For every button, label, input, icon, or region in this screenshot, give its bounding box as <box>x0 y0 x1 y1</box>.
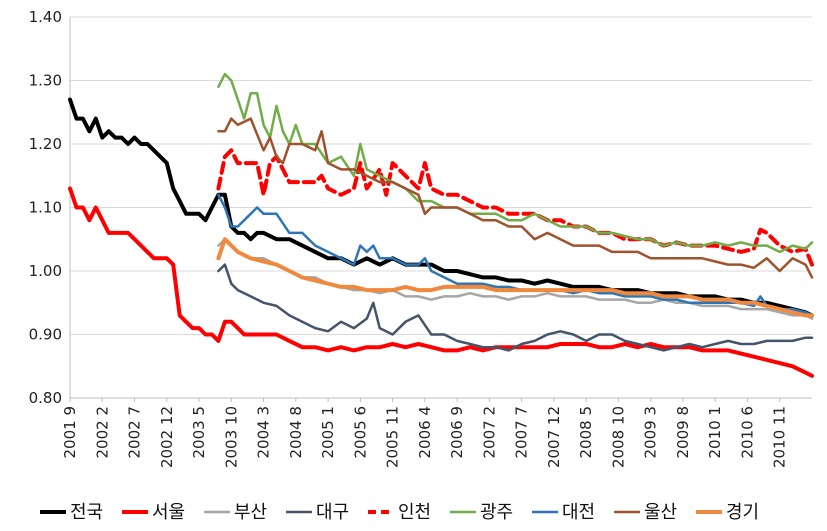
x-tick-label: 2003 10 <box>222 406 240 468</box>
axes <box>69 17 812 402</box>
legend: 전국 서울 부산 대구 인천 광주 대전 울산 경기 <box>40 502 759 523</box>
y-tick-label: 0.90 <box>29 326 62 344</box>
x-tick-label: 2006 9 <box>448 406 466 459</box>
x-tick-label: 2005 6 <box>351 406 369 459</box>
x-tick-label: 2008 5 <box>577 406 595 459</box>
x-tick-label: 2010 1 <box>706 406 724 459</box>
y-tick-label: 1.10 <box>29 199 62 217</box>
x-tick-label: 2002 12 <box>158 406 176 468</box>
x-tick-label: 2005 11 <box>384 406 402 468</box>
y-tick-label: 1.30 <box>29 72 62 90</box>
x-tick-label: 2008 10 <box>609 406 627 468</box>
x-tick-label: 2009 3 <box>642 406 660 459</box>
x-tick-label: 2009 8 <box>674 406 692 459</box>
y-tick-label: 0.80 <box>29 389 62 407</box>
x-tick-label: 2002 7 <box>126 406 144 459</box>
x-tick-label: 2010 6 <box>738 406 756 459</box>
series-line-경기 <box>216 237 814 318</box>
x-tick-label: 2003 5 <box>190 406 208 459</box>
y-tick-label: 1.20 <box>29 135 62 153</box>
x-tick-label: 2007 2 <box>480 406 498 459</box>
series-line-울산 <box>217 117 814 279</box>
x-tick-labels: 2001 9 2002 2 2002 7 2002 12 2003 5 2003 10 20… <box>61 406 789 468</box>
legend-label: 대구 <box>316 502 349 523</box>
x-tick-label: 2004 3 <box>255 406 273 459</box>
y-tick-label: 1.40 <box>29 8 62 26</box>
legend-label: 울산 <box>644 502 677 523</box>
series-line-인천 <box>216 148 814 267</box>
legend-label: 광주 <box>480 502 513 523</box>
series-line-서울 <box>68 186 814 378</box>
series-line-대구 <box>217 263 814 352</box>
x-tick-label: 2007 7 <box>513 406 531 459</box>
y-tick-labels: 0.80 0.90 1.00 1.10 1.20 1.30 1.40 <box>29 8 62 407</box>
x-tick-label: 2004 8 <box>287 406 305 459</box>
series-line-대전 <box>217 193 814 317</box>
legend-label: 부산 <box>234 502 267 523</box>
x-tick-label: 2002 2 <box>93 406 111 459</box>
legend-label: 경기 <box>726 502 759 523</box>
x-tick-label: 2010 11 <box>771 406 789 468</box>
x-tick-label: 2001 9 <box>61 406 79 459</box>
x-tick-label: 2007 12 <box>545 406 563 468</box>
x-tick-label: 2005 1 <box>319 406 337 459</box>
legend-label: 전국 <box>70 502 103 523</box>
y-tick-label: 1.00 <box>29 262 62 280</box>
legend-label: 서울 <box>152 502 185 523</box>
series-line-광주 <box>217 72 814 254</box>
x-tick-label: 2006 4 <box>416 406 434 459</box>
legend-label: 인천 <box>398 502 431 523</box>
legend-label: 대전 <box>562 502 595 523</box>
series-lines <box>68 72 814 378</box>
